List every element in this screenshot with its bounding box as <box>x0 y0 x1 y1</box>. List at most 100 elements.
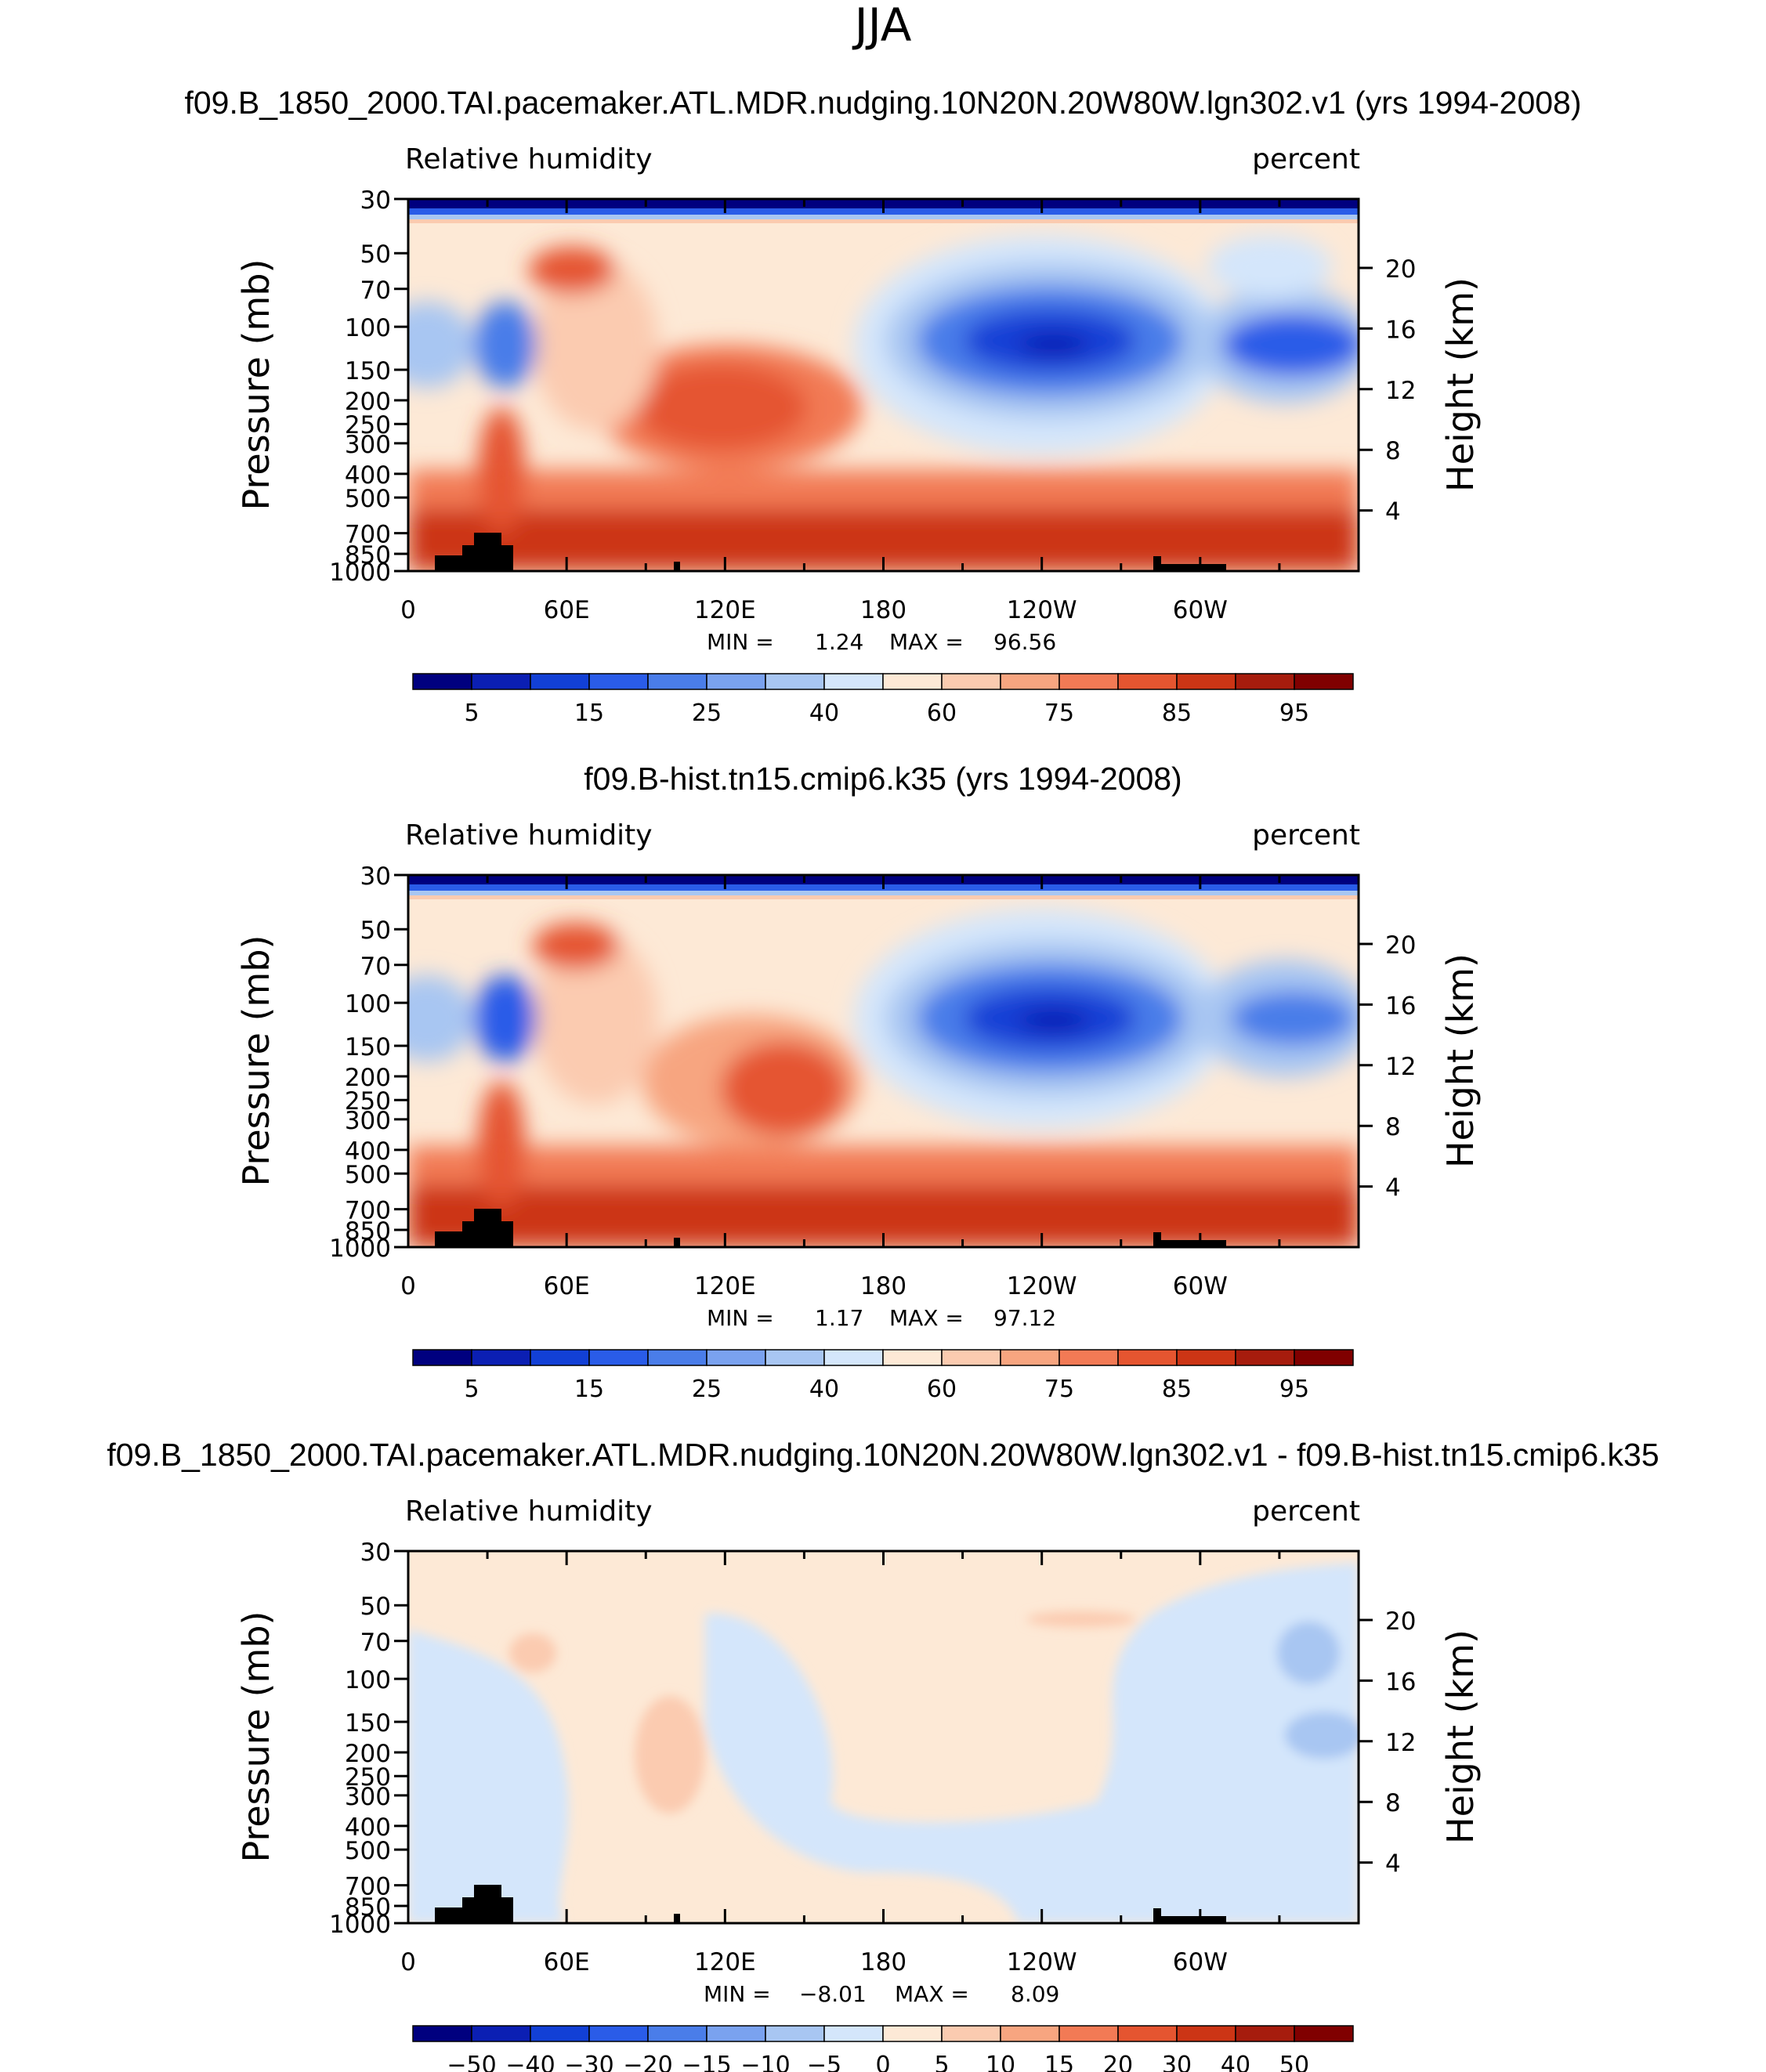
topography-mask <box>435 1209 1226 1247</box>
min-value: −8.01 <box>799 1981 867 2007</box>
y-tick-label: 30 <box>360 186 391 215</box>
y2-tick-label: 20 <box>1385 255 1416 284</box>
y2-tick-label: 8 <box>1385 1113 1401 1141</box>
axes: 0 60E 120E 180 120W 60W3050701001502002503004… <box>329 1539 1416 1976</box>
x-tick-label: 120W <box>1007 1272 1077 1300</box>
y-tick-label: 300 <box>345 431 391 459</box>
colorbar-swatch <box>530 1349 590 1366</box>
y-tick-label: 300 <box>345 1783 391 1811</box>
max-value: 8.09 <box>1011 1981 1059 2007</box>
colorbar-swatch <box>1176 673 1236 690</box>
axes: 0 60E 120E 180 120W 60W3050701001502002503004… <box>329 862 1416 1300</box>
topography-mask <box>435 533 1226 571</box>
max-label: MAX = <box>889 629 964 655</box>
colorbar-swatch <box>471 673 531 690</box>
y2-tick-label: 16 <box>1385 316 1416 344</box>
y-tick-label: 400 <box>345 461 391 490</box>
colorbar-swatch <box>1294 1349 1354 1366</box>
y-tick-label: 300 <box>345 1107 391 1135</box>
panel-2: f09.B-hist.tn15.cmip6.k35 (yrs 1994-2008… <box>235 761 1482 1403</box>
variable-label: Relative humidity <box>405 819 653 852</box>
y-tick-label: 250 <box>345 411 391 439</box>
y-tick-label: 50 <box>360 1593 391 1621</box>
y2-tick-label: 4 <box>1385 1850 1401 1879</box>
y-tick-label: 30 <box>360 862 391 891</box>
colorbar-swatch <box>1235 673 1295 690</box>
colorbar-label: 25 <box>692 1376 722 1403</box>
axes: 0 60E 120E 180 120W 60W3050701001502002503004… <box>329 186 1416 624</box>
colorbar-swatch <box>706 673 766 690</box>
colorbar-swatch <box>1294 2025 1354 2042</box>
y-tick-label: 700 <box>345 521 391 549</box>
colorbar-label: 15 <box>574 1376 604 1403</box>
y-tick-label: 250 <box>345 1087 391 1116</box>
y2-tick-label: 12 <box>1385 377 1416 405</box>
x-tick-label: 120E <box>694 1948 756 1976</box>
colorbar-label: −5 <box>807 2052 841 2072</box>
colorbar-label: 60 <box>927 700 957 727</box>
page-title: JJA <box>852 0 912 52</box>
units-label: percent <box>1252 819 1360 852</box>
colorbar-swatch <box>706 1349 766 1366</box>
min-value: 1.24 <box>815 629 863 655</box>
y2-axis-label: Height (km) <box>1439 277 1482 492</box>
colorbar-label: 40 <box>809 700 839 727</box>
y-tick-label: 250 <box>345 1763 391 1792</box>
colorbar-label: 5 <box>464 700 479 727</box>
colorbar-label: −15 <box>682 2052 731 2072</box>
y-tick-label: 1000 <box>329 1911 391 1939</box>
colorbar-swatch <box>588 1349 649 1366</box>
contour-field <box>408 199 1359 571</box>
colorbar-label: −40 <box>505 2052 555 2072</box>
y-axis-label: Pressure (mb) <box>235 935 277 1187</box>
y2-tick-label: 8 <box>1385 1789 1401 1817</box>
x-tick-label: 0 <box>400 1948 416 1976</box>
x-tick-label: 60W <box>1173 1272 1228 1300</box>
colorbar-swatch <box>1000 2025 1060 2042</box>
y-tick-label: 850 <box>345 541 391 570</box>
colorbar-swatch <box>1176 2025 1236 2042</box>
colorbar-swatch <box>647 673 707 690</box>
colorbar-swatch <box>1235 2025 1295 2042</box>
y-axis-label: Pressure (mb) <box>235 1611 277 1863</box>
panel-3: f09.B_1850_2000.TAI.pacemaker.ATL.MDR.nu… <box>107 1437 1659 2072</box>
colorbar-swatch <box>412 2025 472 2042</box>
y-tick-label: 850 <box>345 1893 391 1922</box>
y-tick-label: 500 <box>345 1161 391 1189</box>
y-tick-label: 400 <box>345 1813 391 1842</box>
max-value: 96.56 <box>993 629 1056 655</box>
colorbar-label: 40 <box>1221 2052 1250 2072</box>
y2-tick-label: 20 <box>1385 931 1416 960</box>
colorbar-swatch <box>1059 673 1119 690</box>
panel-title: f09.B_1850_2000.TAI.pacemaker.ATL.MDR.nu… <box>184 85 1581 121</box>
colorbar-swatch <box>941 2025 1001 2042</box>
colorbar-swatch <box>471 2025 531 2042</box>
colorbar-swatch <box>530 673 590 690</box>
y-tick-label: 200 <box>345 1064 391 1092</box>
x-tick-label: 60E <box>544 1948 590 1976</box>
y2-tick-label: 16 <box>1385 992 1416 1020</box>
y-tick-label: 150 <box>345 357 391 385</box>
y-tick-label: 700 <box>345 1873 391 1901</box>
colorbar-label: 0 <box>875 2052 890 2072</box>
y2-axis-label: Height (km) <box>1439 1629 1482 1844</box>
topography-mask <box>435 1885 1226 1923</box>
colorbar-swatch <box>823 2025 884 2042</box>
colorbar-label: 85 <box>1162 1376 1192 1403</box>
colorbar-label: 60 <box>927 1376 957 1403</box>
colorbar-swatch <box>823 673 884 690</box>
min-label: MIN = <box>707 629 774 655</box>
colorbar-label: 95 <box>1279 700 1309 727</box>
colorbar-swatch <box>882 2025 943 2042</box>
colorbar-swatch <box>1000 1349 1060 1366</box>
y-tick-label: 100 <box>345 1666 391 1694</box>
x-tick-label: 120E <box>694 1272 756 1300</box>
colorbar-swatch <box>765 673 825 690</box>
min-value: 1.17 <box>815 1305 863 1331</box>
y-tick-label: 700 <box>345 1197 391 1225</box>
x-tick-label: 0 <box>400 1272 416 1300</box>
colorbar-label: 25 <box>692 700 722 727</box>
colorbar-label: −50 <box>447 2052 496 2072</box>
y-tick-label: 70 <box>360 1629 391 1657</box>
colorbar-label: 20 <box>1103 2052 1133 2072</box>
